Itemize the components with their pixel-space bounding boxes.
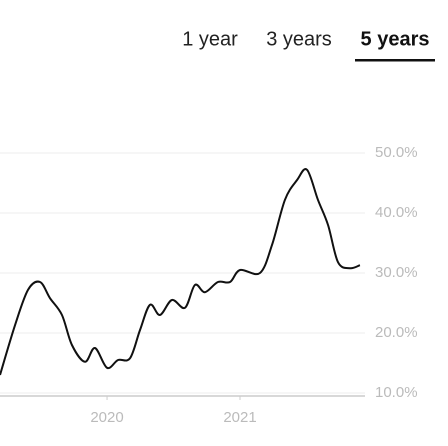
range-tab[interactable]: 5 years [361,28,430,50]
x-tick-label: 2020 [90,409,123,426]
y-tick-label: 50.0% [375,144,418,161]
y-tick-label: 10.0% [375,384,418,401]
y-tick-label: 30.0% [375,264,418,281]
y-tick-label: 20.0% [375,324,418,341]
tab-underline [355,59,435,62]
range-tab[interactable]: 3 years [266,28,332,50]
x-tick-label: 2021 [223,409,256,426]
range-tab[interactable]: 1 year [182,28,238,50]
y-tick-label: 40.0% [375,204,418,221]
price-line [0,168,361,376]
